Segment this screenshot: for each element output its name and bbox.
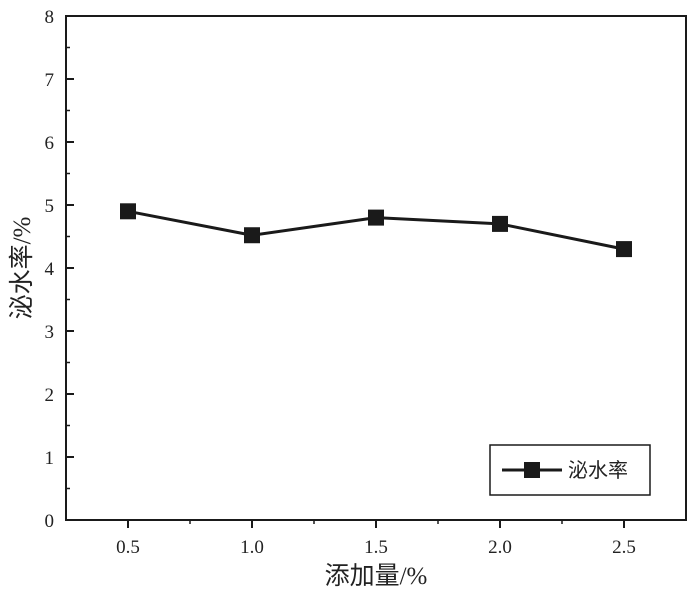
y-tick-label: 3	[45, 322, 55, 343]
legend-label: 泌水率	[568, 459, 628, 482]
legend: 泌水率	[489, 444, 651, 496]
y-axis-title: 泌水率/%	[8, 217, 36, 320]
y-tick-label: 8	[45, 7, 55, 28]
y-tick-label: 4	[45, 259, 55, 280]
x-tick-label: 1.0	[240, 537, 264, 558]
x-tick-label: 2.5	[612, 537, 636, 558]
data-point-marker	[368, 209, 384, 226]
x-tick-label: 2.0	[488, 537, 512, 558]
x-axis-ticks: 0.5 1.0 1.5 2.0 2.5	[116, 520, 636, 558]
y-tick-label: 2	[45, 385, 55, 406]
legend-marker-sample	[524, 462, 540, 478]
data-point-marker	[492, 215, 508, 232]
x-axis-title: 添加量/%	[325, 562, 428, 590]
x-tick-label: 0.5	[116, 537, 140, 558]
y-tick-label: 0	[45, 511, 55, 532]
data-point-marker	[244, 227, 260, 244]
data-point-marker	[120, 203, 136, 220]
y-tick-label: 7	[45, 70, 55, 91]
data-point-marker	[616, 241, 632, 258]
x-tick-label: 1.5	[364, 537, 388, 558]
y-axis-ticks: 0 1 2 3 4 5 6 7 8	[45, 7, 74, 532]
y-tick-label: 1	[45, 448, 55, 469]
y-tick-label: 5	[45, 196, 55, 217]
series-layer	[120, 203, 632, 258]
y-tick-label: 6	[45, 133, 55, 154]
